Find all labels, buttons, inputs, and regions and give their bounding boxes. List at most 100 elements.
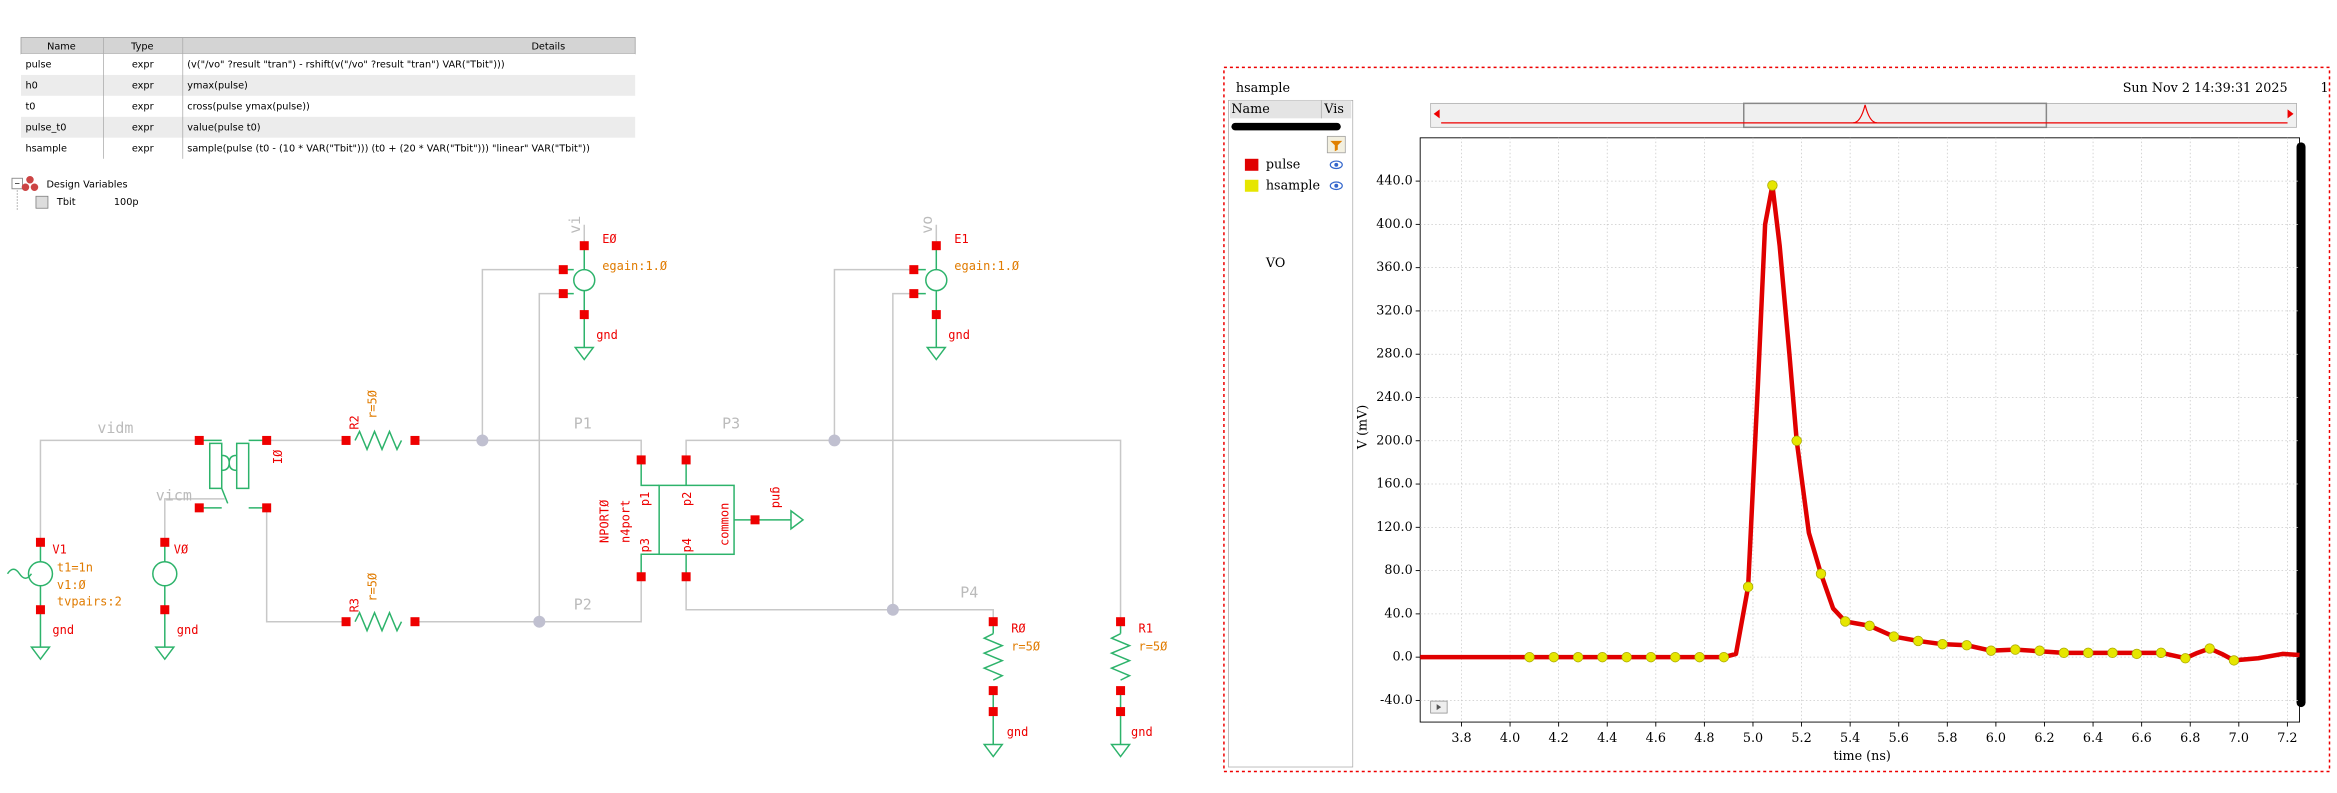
filter-icon [1330,140,1343,152]
cell: hsample [25,143,67,154]
sample-point [1912,635,1924,647]
x-tick-label: 6.8 [2180,731,2200,746]
pin [636,572,646,582]
pin [1116,617,1126,627]
schematic-label: gnd [770,487,784,509]
pin [988,617,998,627]
schematic-label: E1 [954,232,968,246]
cell: expr [132,101,154,112]
x-tick-label: 4.2 [1549,731,1569,746]
schematic-label: t1=1n [57,560,93,574]
y-tick-label: 400.0 [1376,217,1412,232]
schematic-label: r=5Ø [366,572,380,602]
cell: ymax(pulse) [187,80,248,91]
pin [410,617,420,627]
schematic-label: IØ [271,449,285,464]
schematic-label: EØ [602,232,617,246]
pin [35,605,45,615]
y-tick-label: 40.0 [1384,606,1412,621]
sample-point [2083,647,2094,658]
sample-point [1548,651,1559,663]
schematic-label: RØ [1011,622,1026,636]
schematic-label: common [718,503,732,546]
pin [909,265,919,275]
cell: t0 [25,101,35,112]
cell: cross(pulse ymax(pulse)) [187,101,310,112]
y-tick-label: 0.0 [1392,650,1412,665]
schematic-label: p4 [680,538,694,552]
sample-point [2058,647,2070,658]
sample-point [1718,651,1729,663]
schematic-label: gnd [1131,725,1153,739]
cell: value(pulse t0) [187,122,260,133]
window-title: hsample [1236,81,1290,96]
schematic-label: p2 [680,492,694,506]
x-tick-label: 7.0 [2229,731,2249,746]
pin [160,537,170,547]
x-tick-label: 6.0 [1986,731,2006,746]
x-tick-label: 5.4 [1840,731,1860,746]
schematic-label: V1 [52,542,66,556]
resistors [354,429,1132,681]
expression-rows: pulse expr (v("/vo" ?result "tran") - rshi… [25,59,589,154]
pin [341,435,351,445]
vertical-scrollbar[interactable] [2296,142,2306,708]
y-tick-label: 320.0 [1376,303,1412,318]
pin [262,503,272,513]
pin [988,707,998,717]
section-title: Design Variables [46,179,127,190]
schematic-label: v1:Ø [57,578,87,592]
sample-point [1888,631,1900,642]
y-tick-label: 360.0 [1376,260,1412,275]
overview-window[interactable] [1743,102,2048,129]
overview-trace [1853,104,1878,124]
schematic-label: r=5Ø [366,389,380,419]
icon [30,183,39,192]
x-tick-label: 6.6 [2132,731,2152,746]
schematic-label: vi [566,216,584,234]
pin [558,289,568,299]
source-e0 [573,268,596,292]
x-axis-label: time (ns) [1833,749,1890,764]
x-tick-label: 3.8 [1451,731,1471,746]
pin [558,265,568,275]
sample-point [1961,640,1972,651]
pin [681,572,691,582]
design-variables: Design Variables Tbit 100p [11,176,139,212]
cell: expr [132,59,154,70]
legend-swatch [1244,158,1259,171]
y-tick-label: 440.0 [1376,174,1412,189]
plot: 3.8 4.0 4.2 4.4 4.6 4.8 5.0 5.2 5.4 5.6 5.8 6.0 6.2 6… [1244,137,2300,746]
legend-header-vis: Vis [1323,102,1344,117]
pin [681,455,691,465]
pin [636,455,646,465]
x-tick-label: 6.2 [2034,731,2054,746]
icon [26,176,34,184]
schematic-label: p3 [638,538,652,552]
sample-point [1985,645,1997,656]
pin [262,435,272,445]
sample-point [2228,655,2240,666]
sample-point [1694,651,1705,663]
source-e1 [925,268,948,292]
row-bg [20,116,636,138]
y-axis-label: V (mV) [1356,405,1371,450]
x-tick-label: 6.4 [2083,731,2103,746]
legend-scrollbar[interactable] [1231,122,1341,131]
pin [909,289,919,299]
cell: expr [132,143,154,154]
x-tick-label: 5.0 [1743,731,1763,746]
resistor-gnd [982,621,1132,758]
var-icon [35,195,49,209]
sample-point [1815,568,1827,580]
schematic-label: P3 [722,414,740,432]
y-tick-label: 120.0 [1376,520,1412,535]
x-tick-label: 5.8 [1937,731,1957,746]
sample-point [1621,651,1632,663]
pin [341,617,351,627]
sample-point [1670,651,1681,663]
schematic-label: P4 [960,584,978,602]
overview-strip[interactable] [1430,102,2297,128]
y-tick-label: 280.0 [1376,347,1412,362]
